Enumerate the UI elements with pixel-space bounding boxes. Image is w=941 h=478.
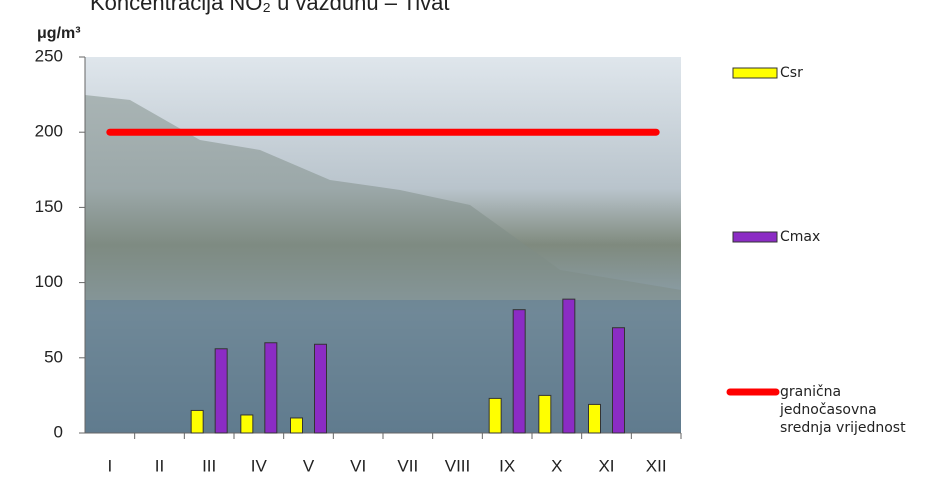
x-tick-label: X xyxy=(551,456,562,475)
y-tick-label: 100 xyxy=(35,272,63,291)
bar xyxy=(240,414,254,434)
bar xyxy=(214,348,228,434)
legend-label: Cmax xyxy=(780,229,821,245)
x-tick-label: XII xyxy=(646,456,667,475)
chart-title: Koncentracija NO₂ u vazduhu – Tivat xyxy=(90,0,450,15)
x-tick-label: IV xyxy=(251,456,268,475)
bar xyxy=(290,417,303,434)
legend-label: granična jednočasovna srednja vrijednost xyxy=(780,384,906,436)
bar xyxy=(588,403,601,434)
bar xyxy=(190,409,204,434)
bar xyxy=(562,298,576,434)
bar xyxy=(264,342,278,434)
y-tick-label: 250 xyxy=(35,46,63,65)
x-tick-label: III xyxy=(202,456,216,475)
y-tick-label: 50 xyxy=(44,347,63,366)
legend-swatch xyxy=(732,67,778,79)
y-tick-label: 200 xyxy=(35,122,63,141)
y-tick-label: 150 xyxy=(35,197,63,216)
x-tick-label: VII xyxy=(397,456,418,475)
x-tick-label: IX xyxy=(499,456,515,475)
bar xyxy=(612,327,625,434)
x-tick-label: V xyxy=(303,456,315,475)
bar xyxy=(512,309,526,434)
legend-swatch xyxy=(732,231,778,243)
y-tick-label: 0 xyxy=(54,422,63,441)
x-tick-label: I xyxy=(107,456,112,475)
x-tick-label: VI xyxy=(350,456,366,475)
x-tick-label: VIII xyxy=(445,456,471,475)
legend-label: Csr xyxy=(780,65,803,81)
bar xyxy=(488,397,502,434)
bar xyxy=(314,343,327,434)
x-tick-label: II xyxy=(155,456,164,475)
x-tick-label: XI xyxy=(598,456,614,475)
sea xyxy=(85,300,681,433)
bar xyxy=(538,394,552,434)
y-axis-label: μg/m³ xyxy=(37,25,81,42)
